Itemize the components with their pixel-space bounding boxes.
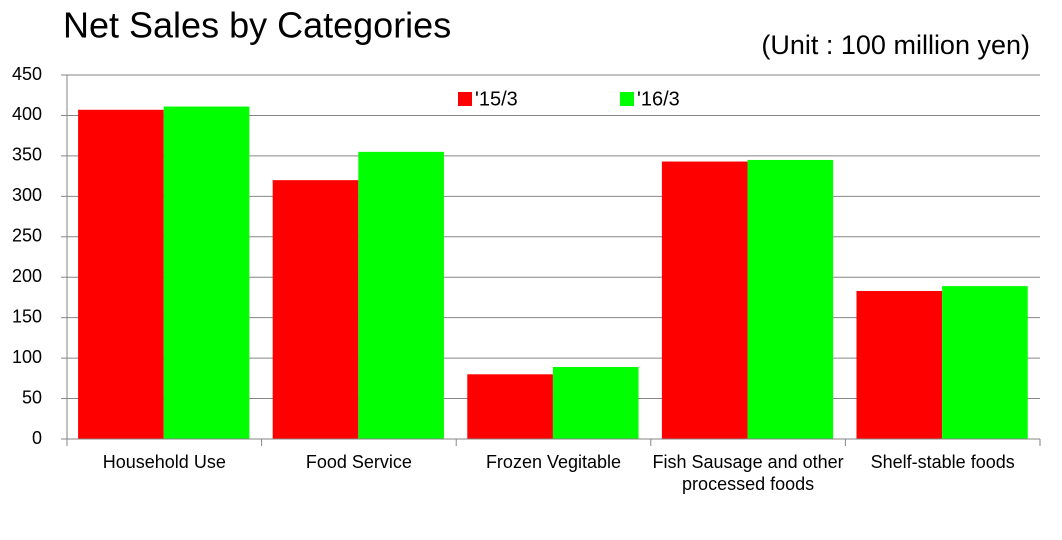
legend-swatch bbox=[458, 92, 472, 106]
x-tick-label-box: Food Service bbox=[305, 452, 412, 472]
y-tick-label: 150 bbox=[12, 306, 42, 326]
bar bbox=[272, 180, 359, 439]
legend-label: '16/3 bbox=[637, 88, 680, 110]
chart-subtitle: (Unit : 100 million yen) bbox=[761, 30, 1030, 60]
bar bbox=[467, 374, 553, 439]
bar bbox=[78, 109, 164, 439]
y-tick-label: 400 bbox=[12, 104, 42, 124]
x-tick-label: Fish Sausage and other processed foods bbox=[652, 452, 844, 494]
bar bbox=[661, 161, 748, 439]
y-tick-label: 200 bbox=[12, 266, 42, 286]
legend-label: '15/3 bbox=[475, 88, 518, 110]
x-tick-label: Frozen Vegitable bbox=[485, 452, 622, 472]
x-tick-label-box: Fish Sausage and other processed foods bbox=[652, 452, 844, 494]
bar bbox=[856, 290, 943, 439]
x-tick-label: Household Use bbox=[102, 452, 226, 472]
y-tick-label: 250 bbox=[12, 226, 42, 246]
y-tick-label: 300 bbox=[12, 185, 42, 205]
x-tick-label: Shelf-stable foods bbox=[870, 452, 1015, 472]
legend-swatch bbox=[620, 92, 634, 106]
y-tick-label: 450 bbox=[12, 64, 42, 84]
x-tick-label-box: Household Use bbox=[102, 452, 226, 472]
x-tick-label-box: Frozen Vegitable bbox=[485, 452, 622, 472]
y-tick-label: 50 bbox=[22, 387, 42, 407]
y-tick-label: 100 bbox=[12, 347, 42, 367]
bar bbox=[552, 367, 639, 439]
bar bbox=[358, 151, 444, 439]
bar bbox=[942, 286, 1028, 439]
x-tick-label-box: Shelf-stable foods bbox=[870, 452, 1015, 472]
y-tick-label: 0 bbox=[32, 428, 42, 448]
chart-title: Net Sales by Categories bbox=[63, 5, 451, 46]
bar bbox=[747, 159, 834, 439]
y-tick-label: 350 bbox=[12, 145, 42, 165]
x-tick-label: Food Service bbox=[305, 452, 412, 472]
bar bbox=[163, 106, 250, 440]
